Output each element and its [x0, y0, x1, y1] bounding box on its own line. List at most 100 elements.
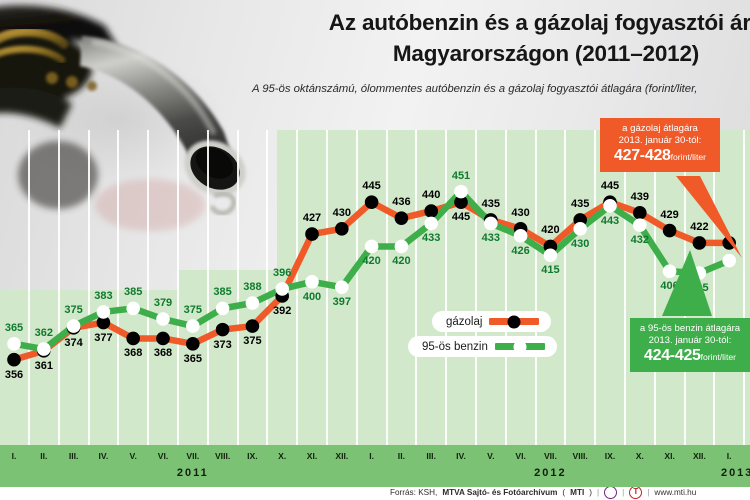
data-point-diesel: [364, 195, 379, 210]
value-label-petrol: 379: [153, 297, 173, 309]
value-label-petrol: 415: [541, 264, 560, 277]
axis-month-tick: XII.: [692, 451, 706, 461]
gridline: [534, 130, 537, 445]
mtva-logo-icon: [604, 487, 618, 499]
axis-month-tick: VI.: [515, 451, 526, 461]
value-label-diesel: 368: [124, 347, 143, 360]
value-label-petrol: 385: [124, 286, 143, 299]
axis-year-label: 2013: [720, 467, 750, 479]
data-point-diesel: [126, 331, 140, 346]
value-label-petrol: 400: [302, 290, 322, 303]
value-label-petrol: 383: [94, 289, 113, 302]
axis-month-tick: XII.: [335, 451, 349, 461]
axis-month-tick: IV.: [456, 451, 466, 461]
gridline: [594, 130, 597, 445]
axis-month-tick: VII.: [543, 451, 557, 461]
value-label-diesel: 429: [660, 208, 679, 221]
title-line-2: Magyarországon (2011–2012): [392, 40, 700, 66]
gridline: [743, 130, 746, 445]
legend-dot-diesel: [507, 315, 521, 328]
value-label-petrol: 362: [34, 327, 53, 340]
callout-pointer-petrol: [662, 250, 712, 316]
chart-series-svg: [7, 184, 736, 367]
value-label-diesel: 356: [4, 368, 24, 381]
callout-pointer-diesel: [676, 176, 742, 258]
data-point-petrol: [543, 248, 558, 263]
x-axis-band: I. II. III. IV. V. VI. VII. VIII. IX. X. XI. XII. I.…: [0, 445, 750, 487]
data-point-petrol: [334, 280, 349, 294]
value-label-petrol: 433: [481, 232, 500, 245]
gridline: [385, 130, 388, 445]
callout-diesel-line2: 2013. január 30-tól:: [618, 134, 702, 146]
value-label-diesel: 373: [213, 338, 232, 351]
value-label-petrol: 443: [600, 214, 620, 227]
footer-url: www.mti.hu: [654, 488, 697, 497]
mti-logo-icon: T: [629, 487, 643, 499]
value-label-petrol: 396: [273, 266, 292, 279]
callout-diesel-line1: a gázolaj átlagára: [622, 123, 698, 134]
value-label-diesel: 439: [630, 190, 649, 203]
data-point-diesel: [692, 236, 707, 250]
footer-source-text: Forrás: KSH,: [390, 488, 438, 497]
value-label-petrol: 397: [332, 296, 351, 309]
axis-month-tick: VI.: [157, 451, 169, 461]
legend-label-petrol: 95-ös benzin: [422, 340, 488, 353]
gridline: [355, 130, 358, 445]
legend-label-diesel: gázolaj: [446, 315, 483, 328]
axis-month-tick: V.: [129, 451, 137, 461]
footer-source: Forrás: KSH, MTVA Sajtó- és Fotóarchívum…: [0, 487, 750, 500]
data-point-petrol: [424, 216, 438, 231]
data-point-petrol: [126, 301, 140, 316]
callout-petrol-unit: forint/liter: [700, 352, 736, 363]
data-point-petrol: [36, 342, 51, 356]
data-point-petrol: [513, 229, 528, 243]
value-label-petrol: 432: [630, 234, 649, 247]
callout-petrol-value: 424-425: [644, 347, 701, 365]
value-label-petrol: 420: [362, 255, 381, 268]
data-point-diesel: [662, 223, 677, 238]
data-point-petrol: [364, 239, 379, 254]
gridline: [206, 130, 209, 445]
value-label-diesel: 430: [332, 206, 351, 219]
value-label-diesel: 377: [94, 331, 113, 344]
footer-divider-3: |: [647, 488, 650, 497]
gridline: [236, 130, 239, 445]
axis-year-label: 2011: [176, 467, 209, 479]
gridline: [474, 130, 477, 445]
footer-divider-2: |: [622, 488, 625, 497]
value-label-diesel: 445: [362, 180, 381, 193]
axis-year-label: 2012: [534, 467, 567, 479]
value-label-diesel: 445: [451, 211, 471, 224]
axis-month-tick: III.: [426, 451, 436, 461]
data-point-diesel: [156, 331, 170, 346]
footer-divider-1: |: [597, 488, 600, 497]
footer-paren-open: (: [562, 488, 566, 497]
data-point-petrol: [245, 296, 260, 310]
axis-month-tick: II.: [397, 451, 405, 461]
data-point-petrol: [662, 264, 677, 279]
legend-item-petrol[interactable]: 95-ös benzin: [408, 336, 557, 357]
gridline: [653, 130, 656, 445]
value-label-diesel: 436: [392, 196, 411, 209]
data-point-petrol: [186, 319, 200, 333]
chart-title: Az autóbenzin és a gázolaj fogyasztói ár…: [286, 8, 750, 69]
data-point-2013-petrol: [722, 253, 736, 268]
plot-background-step: [177, 270, 277, 292]
axis-month-tick: I.: [726, 451, 732, 461]
value-label-diesel: 435: [571, 197, 590, 210]
value-label-petrol: 375: [183, 304, 202, 317]
callout-diesel-unit: forint/liter: [670, 152, 706, 163]
value-label-diesel: 420: [541, 224, 560, 237]
axis-month-tick: II.: [40, 451, 48, 461]
legend-dot-petrol: [513, 340, 527, 353]
value-label-diesel: 427: [302, 212, 322, 225]
data-point-petrol: [454, 184, 468, 199]
value-label-diesel: 374: [64, 336, 83, 349]
axis-month-tick: X.: [278, 451, 287, 461]
chart-subtitle: A 95-ös oktánszámú, ólommentes autóbenzi…: [252, 83, 698, 95]
gridline: [504, 130, 507, 445]
value-label-diesel: 440: [422, 189, 441, 202]
legend-item-diesel[interactable]: gázolaj: [432, 311, 552, 332]
value-label-petrol: 433: [422, 232, 441, 245]
